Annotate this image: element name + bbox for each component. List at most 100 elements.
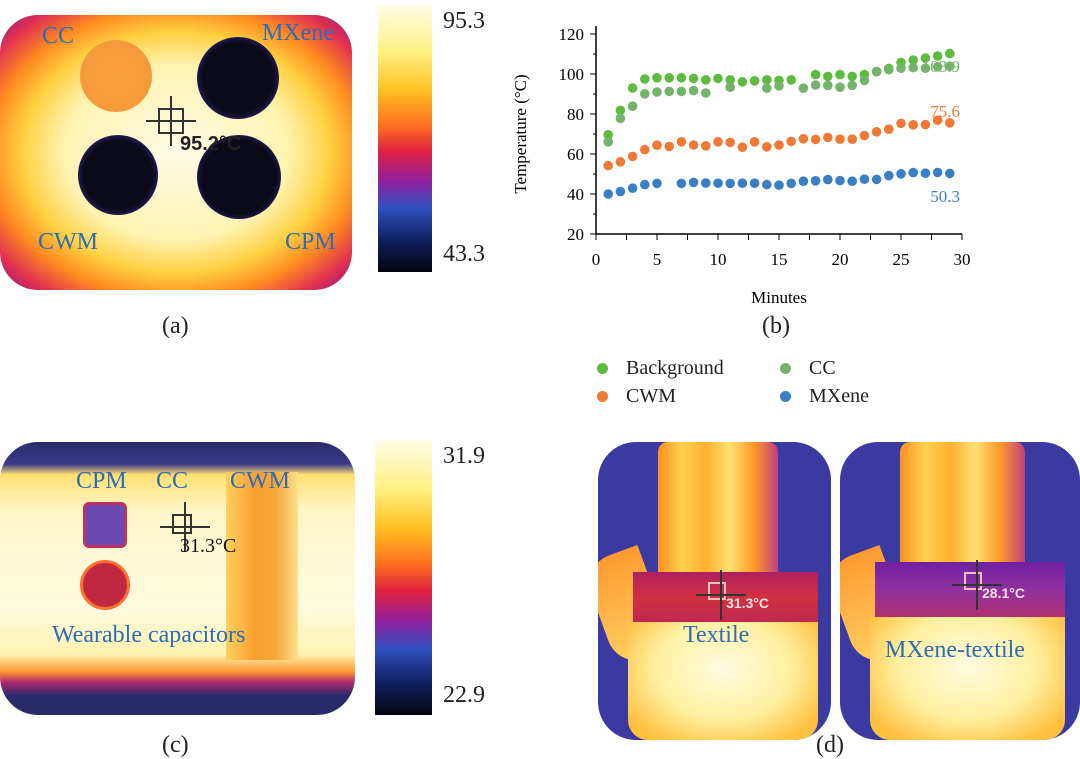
data-point-cc — [652, 87, 662, 97]
data-point-cwm — [615, 157, 626, 167]
legend-dot — [780, 391, 791, 402]
sample-cc-spot — [80, 40, 152, 112]
spot-temperature: 31.3°C — [180, 535, 237, 557]
label-cc: CC — [156, 468, 189, 494]
data-point-cwm — [932, 115, 943, 125]
data-point-cwm — [859, 130, 870, 141]
colorbar-a — [378, 5, 432, 272]
data-point-cc — [798, 83, 809, 93]
palm — [870, 617, 1065, 740]
sample-cwm-spot — [78, 135, 158, 215]
data-point-cc — [615, 113, 626, 124]
colorbar-c-max: 31.9 — [443, 443, 485, 469]
legend-dot — [780, 363, 791, 374]
panel-label-a: (a) — [162, 313, 189, 339]
data-point-cwm — [810, 134, 821, 145]
data-point-mxene — [945, 168, 955, 179]
data-point-cc — [640, 89, 650, 99]
fingers — [658, 442, 778, 592]
data-point-cwm — [798, 134, 809, 144]
caption-textile: Textile — [683, 622, 750, 648]
data-point-background — [603, 130, 613, 140]
data-point-background — [749, 76, 760, 86]
cwm-strip — [226, 472, 298, 660]
thermal-image-a: CC MXene CWM CPM 95.2°C — [0, 15, 352, 290]
data-point-cc — [627, 101, 638, 111]
data-point-cwm — [823, 132, 833, 143]
cpm-square — [83, 502, 127, 548]
data-point-background — [737, 77, 748, 87]
crosshair-icon — [160, 502, 210, 552]
data-point-mxene — [896, 169, 906, 179]
data-point-cwm — [884, 124, 894, 134]
data-point-mxene — [786, 178, 796, 189]
data-point-cwm — [640, 144, 650, 155]
data-point-cwm — [774, 140, 784, 150]
data-point-cc — [884, 64, 894, 75]
caption-mxene-textile: MXene-textile — [885, 637, 1025, 663]
temperature-chart: 20 40 60 80 100 120 0 5 10 15 20 25 30 Minutes Tempera… — [511, 25, 971, 307]
y-tick-label: 40 — [567, 185, 584, 204]
data-point-cc — [762, 83, 772, 93]
data-point-cwm — [786, 136, 796, 147]
data-point-background — [688, 73, 699, 84]
data-point-cc — [908, 62, 918, 73]
thermal-image-d-mxene-textile: 28.1°C MXene-textile — [840, 442, 1080, 740]
thermal-image-c: CPM CC CWM 31.3°C Wearable capacitors — [0, 442, 355, 715]
end-value-label: 50.3 — [930, 187, 960, 206]
data-point-background — [920, 53, 931, 63]
data-point-cwm — [749, 137, 760, 147]
data-point-cc — [871, 66, 882, 77]
legend-dot — [597, 363, 608, 374]
x-tick-label: 15 — [771, 250, 788, 269]
data-point-background — [835, 69, 845, 80]
data-point-mxene — [908, 167, 918, 178]
legend-dot — [597, 391, 608, 402]
data-point-mxene — [688, 177, 699, 188]
data-point-mxene — [725, 178, 735, 189]
data-point-cwm — [725, 137, 735, 148]
data-point-mxene — [835, 175, 845, 186]
data-point-mxene — [749, 178, 760, 188]
data-point-background — [847, 71, 857, 82]
data-point-cwm — [713, 137, 723, 147]
data-point-background — [627, 83, 638, 93]
spot-temperature: 95.2°C — [180, 133, 242, 155]
data-point-background — [640, 74, 650, 84]
data-point-cwm — [835, 134, 845, 144]
y-tick-label: 100 — [559, 65, 585, 84]
data-point-cc — [920, 63, 931, 73]
sample-mxene-spot — [197, 37, 279, 119]
data-point-background — [676, 73, 687, 83]
sample-cpm-spot — [197, 135, 281, 219]
data-point-mxene — [627, 183, 638, 193]
data-point-mxene — [871, 174, 882, 185]
data-point-mxene — [713, 178, 723, 188]
data-point-mxene — [847, 176, 857, 186]
thermal-image-d-textile: 31.3°C Textile — [598, 442, 831, 740]
label-mxene: MXene — [262, 20, 334, 46]
data-point-cwm — [688, 140, 699, 150]
data-point-mxene — [884, 170, 894, 181]
data-point-mxene — [920, 168, 931, 178]
label-cwm: CWM — [230, 468, 290, 494]
data-point-mxene — [774, 180, 784, 190]
y-tick-label: 120 — [559, 25, 585, 44]
label-cpm: CPM — [285, 229, 336, 255]
data-point-cwm — [701, 141, 711, 151]
label-cwm: CWM — [38, 229, 98, 255]
crosshair-icon — [146, 96, 196, 146]
crosshair-icon — [952, 560, 1002, 610]
data-point-cwm — [847, 134, 857, 144]
spot-temperature: 31.3°C — [726, 595, 769, 611]
y-tick-label: 60 — [567, 145, 584, 164]
data-point-cwm — [871, 127, 882, 137]
data-point-mxene — [676, 178, 687, 189]
end-value-label: 103.9 — [922, 57, 960, 76]
legend-cc: CC — [780, 357, 836, 380]
panel-label-b: (b) — [762, 313, 790, 339]
legend-background: Background — [597, 357, 724, 380]
data-point-mxene — [640, 179, 650, 190]
data-point-cc — [810, 80, 821, 90]
data-point-cc — [676, 86, 687, 97]
